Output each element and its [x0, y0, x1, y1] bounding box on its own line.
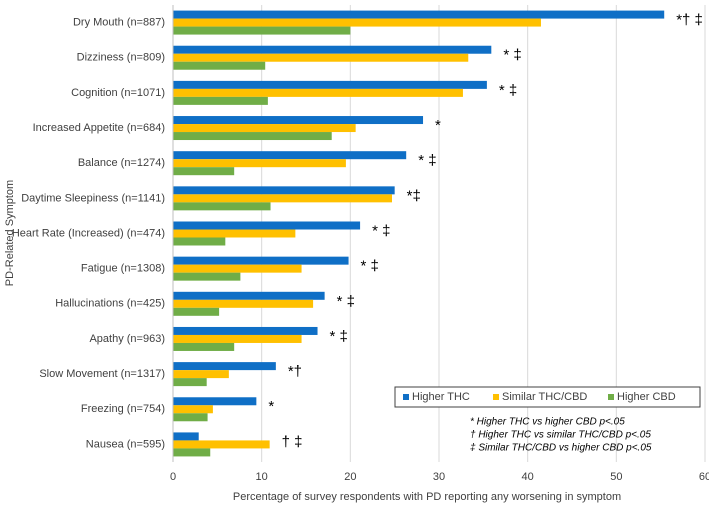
bar — [173, 61, 266, 70]
significance-marker: * — [268, 398, 274, 415]
y-tick-label: Nausea (n=595) — [86, 438, 165, 450]
bar — [173, 96, 268, 105]
y-tick-label: Heart Rate (Increased) (n=474) — [12, 227, 165, 239]
bar — [173, 378, 207, 387]
bar — [173, 10, 665, 19]
y-tick-label: Hallucinations (n=425) — [55, 298, 165, 310]
bar — [173, 186, 395, 195]
x-tick-label: 40 — [522, 471, 534, 483]
legend-swatch — [608, 394, 614, 400]
x-tick-label: 50 — [610, 471, 622, 483]
legend-label: Similar THC/CBD — [502, 391, 587, 403]
significance-marker: *‡ — [407, 187, 421, 204]
significance-marker: * ‡ — [418, 152, 436, 169]
significance-marker: * ‡ — [372, 222, 390, 239]
legend-label: Higher THC — [412, 391, 470, 403]
x-tick-label: 60 — [699, 471, 709, 483]
bar — [173, 229, 296, 238]
y-tick-label: Slow Movement (n=1317) — [39, 368, 165, 380]
y-tick-label: Dizziness (n=809) — [77, 52, 165, 64]
bar — [173, 370, 229, 379]
bar — [173, 334, 302, 343]
y-tick-label: Daytime Sleepiness (n=1141) — [21, 192, 165, 204]
legend-swatch — [493, 394, 499, 400]
significance-marker: * — [435, 117, 441, 134]
bar — [173, 202, 271, 211]
x-tick-label: 10 — [256, 471, 268, 483]
bar — [173, 405, 213, 414]
bar — [173, 26, 351, 35]
bar — [173, 256, 349, 265]
significance-marker: * ‡ — [503, 47, 521, 64]
legend-swatch — [403, 394, 409, 400]
bar — [173, 53, 469, 62]
bar — [173, 264, 302, 273]
y-tick-label: Balance (n=1274) — [78, 157, 165, 169]
legend-box — [394, 386, 701, 408]
y-tick-label: Freezing (n=754) — [81, 403, 165, 415]
bar — [173, 440, 270, 449]
bar — [173, 272, 241, 281]
x-axis-title: Percentage of survey respondents with PD… — [233, 491, 621, 503]
bar — [173, 116, 424, 125]
y-tick-label: Fatigue (n=1308) — [81, 263, 165, 275]
bar — [173, 18, 541, 27]
bar — [173, 291, 325, 300]
significance-marker: * ‡ — [337, 293, 355, 310]
bar — [173, 237, 226, 246]
bar — [173, 194, 393, 203]
significance-marker: * ‡ — [361, 258, 379, 275]
bar — [173, 124, 356, 133]
footnote: † Higher THC vs similar THC/CBD p<.05 — [470, 430, 651, 441]
bar — [173, 159, 346, 168]
bar — [173, 80, 487, 89]
significance-marker: † ‡ — [282, 433, 303, 450]
bar — [173, 221, 361, 230]
bar — [173, 88, 463, 97]
bar — [173, 299, 314, 308]
significance-marker: * ‡ — [330, 328, 348, 345]
y-tick-label: Dry Mouth (n=887) — [73, 16, 165, 28]
bar — [173, 397, 257, 406]
bar — [173, 132, 332, 141]
footnote: * Higher THC vs higher CBD p<.05 — [470, 417, 625, 428]
legend-label: Higher CBD — [617, 391, 676, 403]
x-tick-label: 30 — [433, 471, 445, 483]
x-tick-label: 20 — [344, 471, 356, 483]
footnote: ‡ Similar THC/CBD vs higher CBD p<.05 — [470, 443, 652, 454]
y-tick-label: Cognition (n=1071) — [71, 87, 165, 99]
bar — [173, 167, 235, 176]
bar — [173, 362, 276, 371]
bar — [173, 413, 208, 422]
bar — [173, 326, 318, 335]
y-tick-label: Increased Appetite (n=684) — [33, 122, 165, 134]
significance-marker: *† — [288, 363, 302, 380]
y-tick-label: Apathy (n=963) — [89, 333, 165, 345]
bar — [173, 307, 220, 316]
y-axis-title: PD-Related Symptom — [4, 180, 16, 286]
x-tick-label: 0 — [170, 471, 176, 483]
significance-marker: *† ‡ — [676, 12, 703, 29]
bar — [173, 151, 407, 160]
significance-marker: * ‡ — [499, 82, 517, 99]
bar — [173, 45, 492, 54]
bar — [173, 342, 235, 351]
bar — [173, 432, 199, 441]
bar — [173, 448, 211, 457]
